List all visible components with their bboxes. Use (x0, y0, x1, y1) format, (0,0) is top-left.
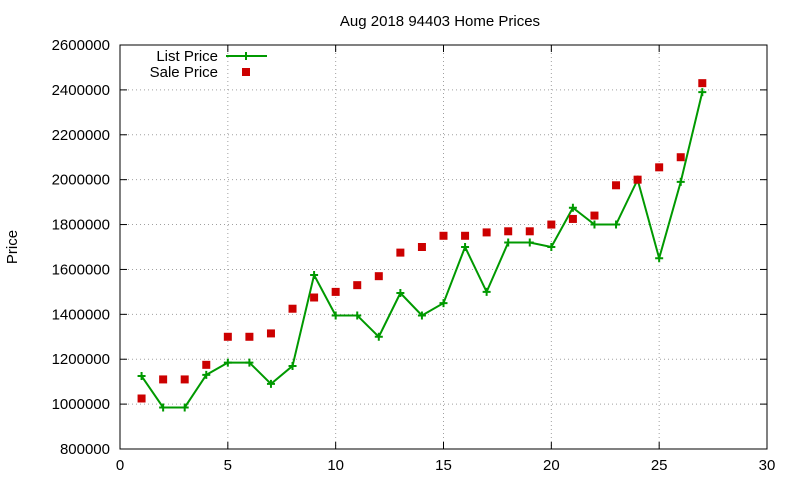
x-tick-label: 0 (116, 457, 124, 474)
sale-price-point (525, 227, 534, 236)
sale-price-point (676, 153, 685, 162)
y-tick-label: 1200000 (52, 351, 110, 368)
sale-price-point (353, 281, 362, 290)
y-tick-label: 2200000 (52, 127, 110, 144)
list-price-point (655, 254, 664, 263)
list-price-point (159, 403, 168, 412)
sale-price-point (439, 231, 448, 240)
sale-price-point (417, 243, 426, 251)
sale-price-point (245, 332, 254, 341)
sale-price-point (655, 163, 664, 172)
x-tick-label: 20 (543, 457, 560, 474)
list-price-point (202, 370, 211, 379)
list-price-point (374, 332, 383, 341)
list-price-point (288, 361, 297, 370)
sale-price-point (137, 394, 146, 403)
sale-price-point (590, 211, 599, 220)
list-price-point (504, 238, 513, 247)
sale-price-point (633, 175, 642, 184)
x-tick-label: 25 (651, 457, 668, 474)
list-price-point (547, 243, 556, 251)
list-price-point (245, 358, 254, 367)
list-price-point (396, 289, 405, 298)
sale-price-point (310, 293, 319, 302)
sale-price-point (331, 287, 340, 296)
x-tick-label: 15 (435, 457, 452, 474)
sale-price-point (547, 220, 556, 229)
series (137, 79, 707, 412)
series-1 (137, 79, 707, 403)
list-price-point (461, 243, 470, 251)
y-axis-label: Price (4, 230, 21, 264)
x-tick-label: 5 (224, 457, 232, 474)
series-0 (137, 88, 707, 412)
sale-price-point (374, 272, 383, 281)
sale-price-point (396, 248, 405, 257)
legend-square-marker (242, 68, 250, 76)
list-price-point (180, 403, 189, 412)
list-price-point (525, 238, 534, 247)
y-tick-label: 2600000 (52, 37, 110, 54)
y-tick-label: 2000000 (52, 172, 110, 189)
legend-label: Sale Price (150, 64, 218, 81)
list-price-point (266, 379, 275, 388)
y-tick-label: 1800000 (52, 217, 110, 234)
y-tick-label: 2400000 (52, 82, 110, 99)
list-price-point (439, 299, 448, 308)
list-price-point (482, 287, 491, 296)
list-price-point (137, 372, 146, 381)
x-tick-label: 30 (759, 457, 776, 474)
legend-plus-marker (242, 52, 250, 60)
sale-price-point (202, 360, 211, 369)
y-tick-label: 1400000 (52, 306, 110, 323)
y-tick-label: 1600000 (52, 261, 110, 278)
list-price-point (676, 177, 685, 186)
sale-price-point (288, 304, 297, 313)
sale-price-point (698, 79, 707, 88)
list-price-point (612, 220, 621, 229)
sale-price-point (159, 375, 168, 384)
plot-frame (119, 44, 768, 450)
legend-label: List Price (156, 48, 218, 65)
sale-price-point (568, 214, 577, 223)
sale-price-point (612, 181, 621, 190)
gridlines (120, 45, 767, 449)
sale-price-point (482, 228, 491, 237)
list-price-point (698, 88, 707, 97)
sale-price-point (180, 375, 189, 384)
sale-price-point (223, 332, 232, 341)
list-price-point (590, 220, 599, 229)
chart-title: Aug 2018 94403 Home Prices (340, 13, 540, 30)
ticks: 800000 1000000 1200000 1400000 1600000 180000… (52, 37, 776, 474)
list-price-point (417, 311, 426, 320)
sale-price-point (461, 231, 470, 240)
x-tick-label: 10 (327, 457, 344, 474)
sale-price-point (504, 227, 513, 236)
sale-price-point (266, 329, 275, 338)
list-price-point (310, 271, 319, 280)
list-price-point (353, 311, 362, 320)
list-price-point (223, 358, 232, 367)
y-tick-label: 1000000 (52, 396, 110, 413)
list-price-point (568, 203, 577, 212)
y-tick-label: 800000 (60, 441, 110, 458)
list-price-point (331, 311, 340, 320)
